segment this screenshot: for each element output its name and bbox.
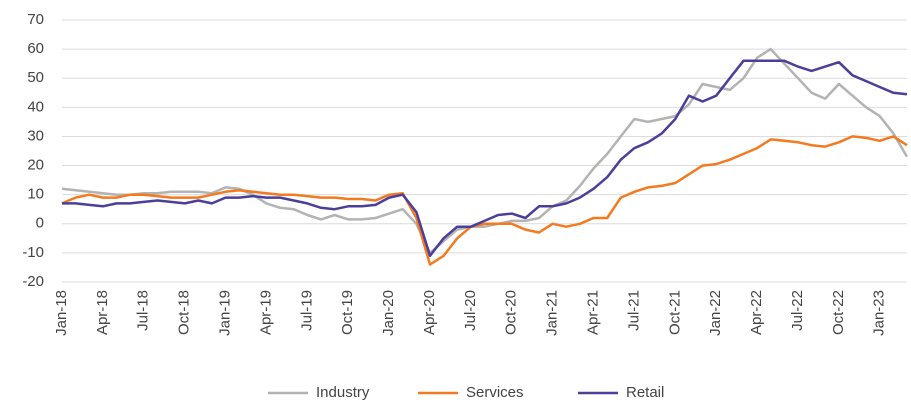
legend: Industry Services Retail — [268, 384, 664, 401]
x-tick-label: Jul-19 — [298, 290, 315, 331]
x-tick-label: Apr-21 — [585, 290, 602, 335]
x-tick-label: Apr-20 — [421, 290, 438, 335]
x-tick-label: Oct-19 — [339, 290, 356, 335]
y-tick-label: 60 — [27, 40, 44, 57]
x-tick-label: Jan-19 — [217, 290, 234, 336]
y-tick-label: 70 — [27, 11, 44, 28]
legend-label: Retail — [626, 384, 664, 401]
y-tick-label: 20 — [27, 157, 44, 174]
legend-label: Industry — [316, 384, 370, 401]
line-series — [61, 135, 908, 266]
y-tick-label: 40 — [27, 98, 44, 115]
x-tick-label: Oct-21 — [666, 290, 683, 335]
x-tick-label: Jul-21 — [625, 290, 642, 331]
legend-label: Services — [466, 384, 524, 401]
x-tick-label: Apr-22 — [748, 290, 765, 335]
x-tick-label: Jul-22 — [789, 290, 806, 331]
x-tick-label: Jan-21 — [544, 290, 561, 336]
y-tick-label: 0 — [36, 215, 44, 232]
x-tick-label: Apr-19 — [257, 290, 274, 335]
y-tick-label: 30 — [27, 127, 44, 144]
y-tick-label: -20 — [22, 273, 44, 290]
x-tick-label: Oct-20 — [503, 290, 520, 335]
x-tick-label: Jan-22 — [707, 290, 724, 336]
x-tick-label: Jan-20 — [380, 290, 397, 336]
x-tick-label: Jul-20 — [462, 290, 479, 331]
y-tick-label: 50 — [27, 69, 44, 86]
line-series — [61, 47, 909, 255]
x-tick-label: Oct-22 — [830, 290, 847, 335]
x-tick-label: Oct-18 — [176, 290, 193, 335]
x-tick-label: Apr-18 — [94, 290, 111, 335]
x-tick-label: Jan-18 — [53, 290, 70, 336]
x-tick-label: Jul-18 — [135, 290, 152, 331]
y-tick-label: 10 — [27, 186, 44, 203]
y-tick-label: -10 — [22, 244, 44, 261]
x-tick-label: Jan-23 — [871, 290, 888, 336]
line-series — [62, 59, 908, 258]
